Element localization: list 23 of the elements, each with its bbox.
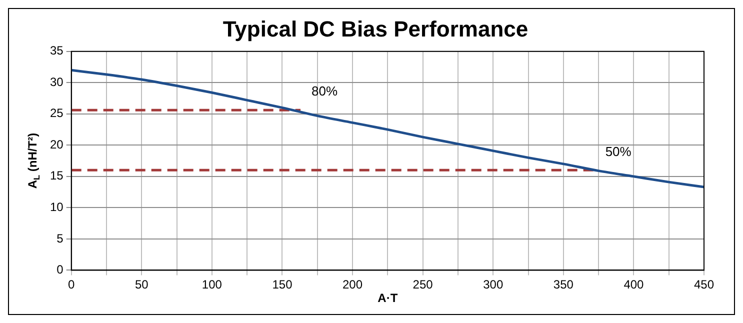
x-tick-label: 50 xyxy=(134,278,149,292)
annotation: 80% xyxy=(311,84,338,99)
x-tick-label: 200 xyxy=(342,278,363,292)
y-tick-label: 20 xyxy=(50,137,64,152)
annotation: 50% xyxy=(605,144,632,159)
y-tick-label: 15 xyxy=(50,168,64,183)
x-tick-label: 300 xyxy=(483,278,504,292)
y-tick-label: 0 xyxy=(56,262,64,277)
y-tick-label: 10 xyxy=(50,200,64,214)
y-tick-label: 25 xyxy=(50,106,64,120)
x-tick-label: 100 xyxy=(202,278,222,292)
x-tick-label: 450 xyxy=(694,278,714,292)
x-tick-label: 150 xyxy=(272,278,293,292)
x-axis-title: A·T xyxy=(378,291,398,306)
x-tick-label: 400 xyxy=(624,278,644,292)
y-axis-title: AL (nH/T²) xyxy=(26,132,42,189)
y-tick-label: 30 xyxy=(50,74,64,89)
x-tick-label: 350 xyxy=(553,278,574,292)
x-tick-label: 250 xyxy=(412,278,434,292)
chart-title: Typical DC Bias Performance xyxy=(222,16,528,42)
x-tick-label: 0 xyxy=(68,278,76,292)
y-tick-label: 35 xyxy=(50,44,64,58)
y-tick-label: 5 xyxy=(56,231,64,246)
